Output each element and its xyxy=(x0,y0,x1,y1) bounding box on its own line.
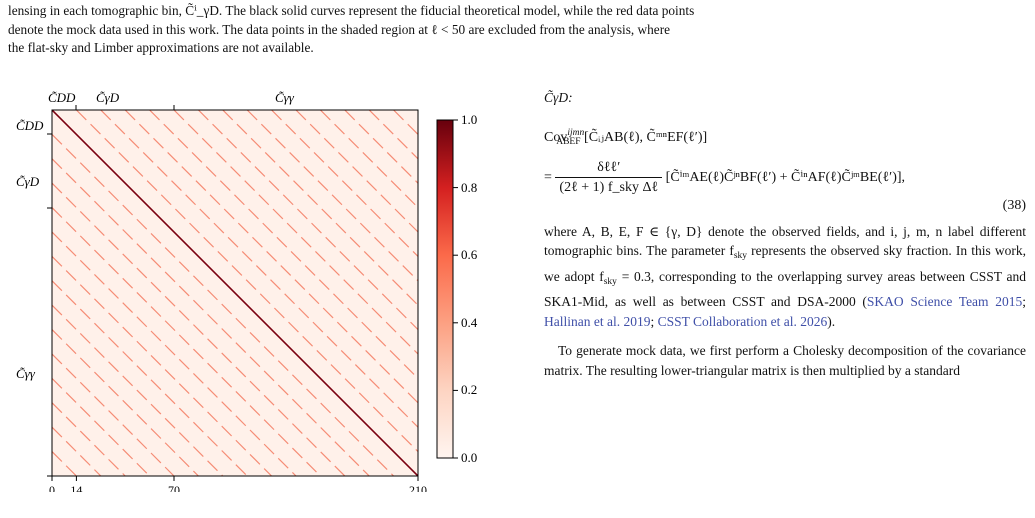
top-label-cgd: C̃γD xyxy=(96,90,120,105)
equation-line-1: CovijmnABEF [C̃ᵢⱼAB(ℓ), C̃ᵐⁿEF(ℓ′)] xyxy=(544,127,708,147)
offdiag-band xyxy=(368,110,418,160)
offdiag-band xyxy=(149,110,418,379)
offdiag-band xyxy=(197,110,418,331)
offdiag-band xyxy=(271,110,418,257)
x-tick-label-14: 14 xyxy=(70,483,82,492)
offdiag-band xyxy=(52,231,297,476)
colorbar-label-02: 0.2 xyxy=(461,382,477,397)
top-label-cgg: C̃γγ xyxy=(275,90,295,105)
heatmap-cells xyxy=(52,110,418,476)
offdiag-band xyxy=(52,304,224,476)
left-label-cgg: C̃γγ xyxy=(16,366,36,381)
offdiag-band xyxy=(52,280,248,476)
x-tick-label-0: 0 xyxy=(49,483,55,492)
heatmap-frame xyxy=(51,109,419,477)
offdiag-band xyxy=(173,110,418,355)
offdiag-band xyxy=(52,158,370,476)
colorbar-label-0: 0.0 xyxy=(461,450,477,465)
colorbar-ticks xyxy=(453,119,458,459)
offdiag-band xyxy=(319,110,418,209)
offdiag-band xyxy=(246,110,418,282)
offdiag-band xyxy=(344,110,418,184)
offdiag-band xyxy=(52,353,175,476)
caption-line-3: the flat-sky and Limber approximations a… xyxy=(8,40,314,55)
x-tick-label-70: 70 xyxy=(168,483,180,492)
offdiag-band xyxy=(52,207,321,476)
offdiag-band xyxy=(52,451,77,476)
offdiag-band xyxy=(52,377,151,476)
offdiag-band xyxy=(52,402,126,476)
caption-line-2: denote the mock data used in this work. … xyxy=(8,21,671,37)
citation-hallinan[interactable]: Hallinan et al. 2019 xyxy=(544,313,651,329)
colorbar-label-04: 0.4 xyxy=(461,315,478,330)
colorbar-label-08: 0.8 xyxy=(461,180,477,195)
x-tick-label-210: 210 xyxy=(409,483,427,492)
equation-fraction: δℓℓ′ (2ℓ + 1) f_sky Δℓ xyxy=(555,158,663,198)
offdiag-band xyxy=(52,329,199,476)
offdiag-band xyxy=(124,110,418,404)
paragraph-mock-data: To generate mock data, we first perform … xyxy=(544,343,1026,378)
caption-line-1: lensing in each tomographic bin, C̃ⁱ_γD.… xyxy=(8,3,695,18)
offdiag-band xyxy=(222,110,418,306)
intro-label: C̃γD: xyxy=(544,90,573,105)
colorbar xyxy=(436,119,454,459)
citation-skao[interactable]: SKAO Science Team 2015 xyxy=(866,294,1023,309)
main-diagonal xyxy=(52,110,418,476)
offdiag-band xyxy=(52,426,102,476)
offdiag-band xyxy=(52,133,395,476)
offdiag-band xyxy=(295,110,418,233)
offdiag-band xyxy=(52,182,346,476)
left-label-cdd: C̃DD xyxy=(16,118,44,133)
top-label-cdd: C̃DD xyxy=(48,90,76,105)
equation-line-2: = δℓℓ′ (2ℓ + 1) f_sky Δℓ [C̃ⁱᵐAE(ℓ)C̃ʲⁿB… xyxy=(544,158,905,198)
colorbar-label-06: 0.6 xyxy=(461,247,478,262)
equation-38: CovijmnABEF [C̃ᵢⱼAB(ℓ), C̃ᵐⁿEF(ℓ′)] = δℓ… xyxy=(544,118,1026,222)
covariance-figure: C̃DD C̃γD C̃γγ C̃DD C̃γD C̃γγ 0 14 70 21… xyxy=(16,90,478,492)
offdiag-band xyxy=(393,110,418,135)
offdiag-band xyxy=(52,255,273,476)
citation-csst[interactable]: CSST Collaboration et al. 2026 xyxy=(657,313,828,329)
offdiag-band xyxy=(75,110,418,453)
colorbar-label-1: 1.0 xyxy=(461,112,477,127)
left-label-cgd: C̃γD xyxy=(16,174,40,189)
figure-caption: lensing in each tomographic bin, C̃ⁱ_γD.… xyxy=(8,2,1028,58)
body-text-column: C̃γD: CovijmnABEF [C̃ᵢⱼAB(ℓ), C̃ᵐⁿEF(ℓ′)… xyxy=(544,88,1026,380)
paragraph-fields: where A, B, E, F ∈ {γ, D} denote the obs… xyxy=(544,223,1027,329)
equation-number: (38) xyxy=(1002,197,1026,213)
offdiag-band xyxy=(100,110,418,428)
